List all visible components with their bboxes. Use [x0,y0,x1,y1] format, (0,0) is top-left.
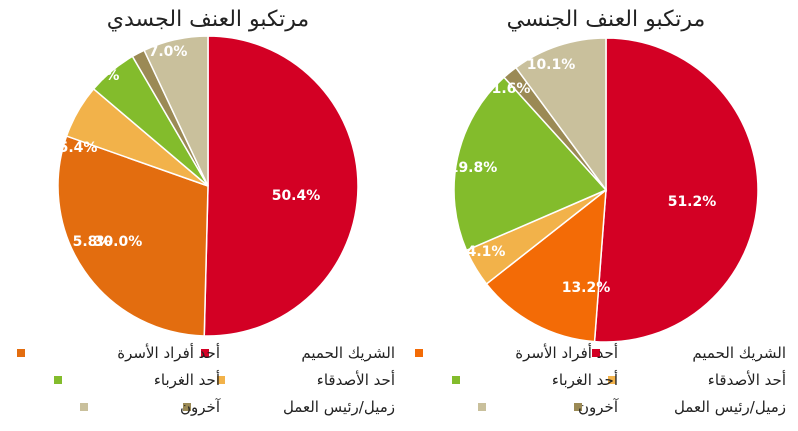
legend-swatch [478,403,487,411]
legend-item: أحد الغرباء [53,371,220,389]
legend-swatch [53,376,62,384]
slice-data-label: 5.4% [59,140,98,156]
slice-data-label: 1.4% [81,68,120,84]
legend-swatch [415,349,424,357]
slice-data-label: 10.1% [527,57,576,73]
legend-label: زميل/رئيس العمل [282,398,395,416]
legend-label: أحد الأصدقاء [316,371,395,389]
pie-slice [485,188,607,343]
pie-slice [143,35,209,187]
legend-label: أحد أفراد الأسرة [117,344,220,362]
legend-item: أحد الأصدقاء [607,371,786,389]
legend-item: أحد الغرباء [451,371,618,389]
physical-violence-legend: الشريك الحميم أحد أفراد الأسرة أحد الأصدقا… [17,344,395,416]
physical-violence-chart: مرتكبو العنف الجسدي 50.4% 30.0% 5.8% 5.4% 1.4… [17,7,395,416]
slice-data-label: 1.6% [492,81,531,97]
pie-slice [203,35,359,337]
legend-item: أحد الأصدقاء [216,371,395,389]
legend-swatch [592,349,601,357]
legend-item: زميل/رئيس العمل [182,398,395,416]
legend-label: الشريك الحميم [692,344,786,362]
chart-title: مرتكبو العنف الجسدي [107,7,309,32]
legend-item: آخرون [80,398,220,416]
legend-item: الشريك الحميم [201,344,395,362]
slice-data-label: 4.1% [467,244,506,260]
slice-data-label: 19.8% [449,160,498,176]
legend-swatch [80,403,89,411]
legend-item: آخرون [478,398,618,416]
slice-data-label: 50.4% [272,188,321,204]
legend-swatch [182,403,191,411]
pie-slice [514,37,607,193]
legend-item: أحد أفراد الأسرة [17,344,220,362]
legend-swatch [216,376,225,384]
slice-data-label: 7.0% [149,44,188,60]
slice-data-label: 13.2% [562,280,611,296]
sexual-violence-chart: مرتكبو العنف الجنسي 51.2% 13.2% 4.1% 19.8% 1.… [400,0,798,431]
physical-violence-pie: مرتكبو العنف الجسدي 50.4% 30.0%5.8% 5.4% 1.4… [57,7,359,337]
slice-data-label: 5.8% [73,234,112,250]
legend-swatch [201,349,210,357]
legend-label: أحد أفراد الأسرة [515,344,618,362]
pie-slice [57,135,209,337]
legend-label: زميل/رئيس العمل [673,398,786,416]
slice-data-label: 51.2% [668,194,717,210]
legend-label: أحد الغرباء [551,371,618,389]
legend-label: آخرون [180,398,220,416]
legend-item: أحد أفراد الأسرة [415,344,618,362]
legend-label: الشريك الحميم [301,344,395,362]
legend-swatch [607,376,616,384]
legend-swatch [451,376,460,384]
chart-title: مرتكبو العنف الجنسي [507,7,706,32]
sexual-violence-pie: مرتكبو العنف الجنسي 51.2% 13.2% 4.1% 19.8% 1.… [449,7,759,343]
legend-swatch [17,349,26,357]
legend-label: آخرون [578,398,618,416]
legend-label: أحد الغرباء [153,371,220,389]
legend-item: الشريك الحميم [592,344,786,362]
legend-label: أحد الأصدقاء [707,371,786,389]
sexual-violence-legend: الشريك الحميم أحد أفراد الأسرة أحد الأصدقا… [400,0,798,431]
pie-slice [593,37,759,343]
legend-swatch [573,403,582,411]
pie-slice [453,76,608,252]
legend-item: زميل/رئيس العمل [573,398,786,416]
slice-data-label: 30.0% [94,234,143,250]
